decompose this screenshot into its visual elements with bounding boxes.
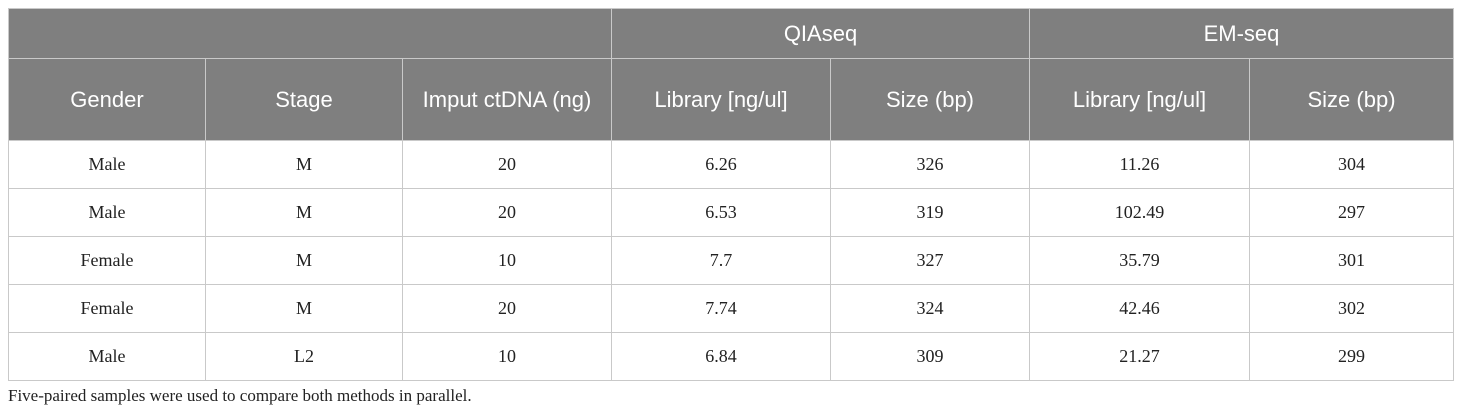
table-cell: 324: [830, 284, 1030, 333]
table-cell: Female: [8, 236, 206, 285]
table-cell: 21.27: [1029, 332, 1250, 381]
table-row: Female M 10 7.7 327 35.79 301: [8, 236, 1455, 285]
table-cell: 299: [1248, 332, 1455, 381]
column-header: Library [ng/ul]: [1029, 58, 1250, 141]
column-header: Stage: [205, 58, 403, 141]
column-header: Size (bp): [1248, 58, 1455, 141]
empty-header: [8, 8, 612, 59]
table-cell: 6.26: [611, 140, 831, 189]
data-table: QIAseq EM-seq Gender Stage Imput ctDNA (ng…: [8, 8, 1455, 381]
table-cell: Male: [8, 140, 206, 189]
column-header: Library [ng/ul]: [611, 58, 831, 141]
table-cell: 102.49: [1029, 188, 1250, 237]
table-cell: M: [205, 284, 403, 333]
table-cell: 20: [402, 284, 612, 333]
table-cell: 20: [402, 140, 612, 189]
table-cell: 309: [830, 332, 1030, 381]
table-cell: 6.84: [611, 332, 831, 381]
table-cell: 6.53: [611, 188, 831, 237]
table-cell: M: [205, 236, 403, 285]
table-cell: L2: [205, 332, 403, 381]
table-cell: 319: [830, 188, 1030, 237]
table-cell: 42.46: [1029, 284, 1250, 333]
table-cell: 297: [1248, 188, 1455, 237]
column-header: Size (bp): [830, 58, 1030, 141]
table-row: Male M 20 6.26 326 11.26 304: [8, 140, 1455, 189]
column-header: Gender: [8, 58, 206, 141]
table-cell: M: [205, 140, 403, 189]
table-cell: 327: [830, 236, 1030, 285]
table-wrap: QIAseq EM-seq Gender Stage Imput ctDNA (ng…: [8, 8, 1455, 381]
table-cell: 11.26: [1029, 140, 1250, 189]
table-cell: 10: [402, 332, 612, 381]
table-cell: 7.7: [611, 236, 831, 285]
table-cell: Male: [8, 188, 206, 237]
footnote: Five-paired samples were used to compare…: [8, 386, 472, 405]
group-header: QIAseq: [611, 8, 1030, 59]
table-row: Female M 20 7.74 324 42.46 302: [8, 284, 1455, 333]
table-cell: M: [205, 188, 403, 237]
table-cell: 20: [402, 188, 612, 237]
column-header: Imput ctDNA (ng): [402, 58, 612, 141]
table-cell: 301: [1248, 236, 1455, 285]
table-body: Male M 20 6.26 326 11.26 304 Male M 20 6.53 319 102.…: [8, 140, 1455, 381]
table-cell: 10: [402, 236, 612, 285]
table-cell: 7.74: [611, 284, 831, 333]
table-cell: Female: [8, 284, 206, 333]
table-row: Male M 20 6.53 319 102.49 297: [8, 188, 1455, 237]
table-cell: Male: [8, 332, 206, 381]
table-row: Male L2 10 6.84 309 21.27 299: [8, 332, 1455, 381]
column-header-row: Gender Stage Imput ctDNA (ng) Library [ng/u…: [8, 58, 1455, 141]
table-cell: 326: [830, 140, 1030, 189]
table-cell: 302: [1248, 284, 1455, 333]
group-header: EM-seq: [1028, 8, 1455, 59]
table-cell: 304: [1248, 140, 1455, 189]
group-header-row: QIAseq EM-seq: [8, 8, 1455, 59]
table-cell: 35.79: [1029, 236, 1250, 285]
